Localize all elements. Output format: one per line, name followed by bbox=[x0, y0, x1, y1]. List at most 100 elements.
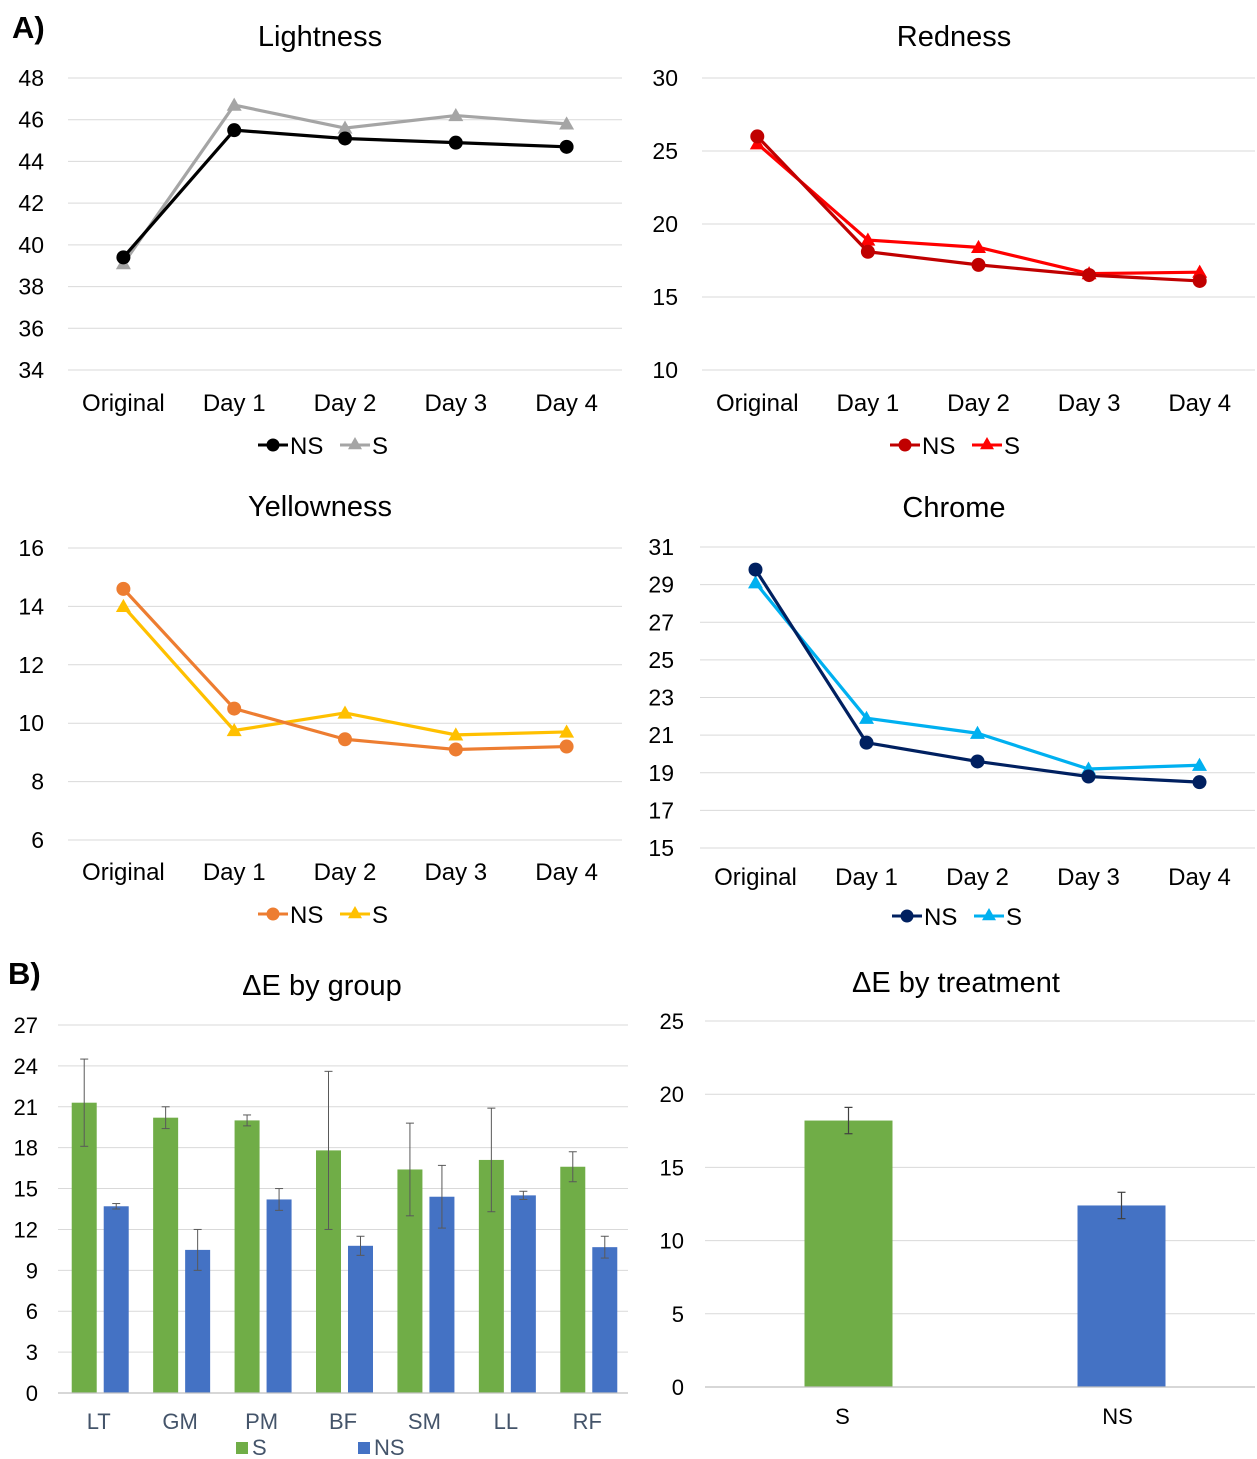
y-tick-label: 15 bbox=[648, 835, 674, 861]
series-line-NS bbox=[754, 568, 1200, 784]
y-tick-label: 27 bbox=[648, 609, 674, 635]
y-tick-label: 48 bbox=[18, 65, 44, 91]
y-tick-label: 36 bbox=[18, 315, 44, 341]
y-tick-label: 25 bbox=[652, 138, 678, 164]
legend-marker-NS bbox=[266, 907, 280, 921]
bar-NS bbox=[348, 1245, 373, 1393]
bar-NS bbox=[266, 1199, 292, 1393]
x-tick-label: SM bbox=[408, 1409, 441, 1434]
y-tick-label: 8 bbox=[31, 769, 44, 795]
y-tick-label: 34 bbox=[18, 357, 44, 383]
data-point-S bbox=[448, 727, 464, 741]
y-tick-label: 20 bbox=[652, 211, 678, 237]
series-line-NS bbox=[122, 128, 567, 259]
y-tick-label: 10 bbox=[660, 1229, 684, 1254]
bar-S bbox=[71, 1102, 97, 1393]
y-tick-label: 12 bbox=[18, 652, 44, 678]
data-point-NS bbox=[860, 244, 875, 259]
y-tick-label: 42 bbox=[18, 190, 44, 216]
y-tick-label: 21 bbox=[648, 722, 674, 748]
data-point-NS bbox=[227, 701, 242, 716]
data-point-NS bbox=[448, 135, 463, 150]
data-point-S bbox=[115, 598, 131, 613]
y-tick-label: 25 bbox=[648, 647, 674, 673]
data-point-NS bbox=[859, 735, 874, 750]
data-point-NS bbox=[559, 739, 574, 754]
bar-NS bbox=[185, 1249, 211, 1393]
y-tick-label: 15 bbox=[660, 1155, 684, 1180]
legend-marker-NS bbox=[266, 438, 280, 452]
data-point-S bbox=[226, 97, 242, 111]
x-tick-label: Day 4 bbox=[1168, 864, 1231, 891]
data-point-S bbox=[860, 232, 876, 246]
bar-S bbox=[560, 1166, 586, 1393]
legend-label-NS: NS bbox=[290, 433, 323, 460]
chart-de_group: ΔE by group 0 3 6 9 12 15 18 21 24 27 LT GM PM BF SM LL R… bbox=[14, 970, 628, 1459]
data-point-NS bbox=[748, 562, 763, 577]
series-line-S bbox=[756, 142, 1200, 276]
series-line-NS bbox=[122, 587, 567, 752]
y-tick-label: 29 bbox=[648, 572, 674, 598]
y-tick-label: 20 bbox=[660, 1082, 684, 1107]
y-tick-label: 25 bbox=[660, 1009, 684, 1034]
legend-label-NS: NS bbox=[924, 904, 957, 931]
data-point-S bbox=[226, 723, 242, 737]
x-tick-label: Day 4 bbox=[535, 859, 598, 886]
bar-S bbox=[153, 1117, 179, 1393]
bar-S bbox=[804, 1120, 893, 1387]
legend-marker-S bbox=[982, 908, 996, 921]
data-point-NS bbox=[338, 131, 352, 146]
x-tick-label: Day 2 bbox=[946, 864, 1009, 891]
y-tick-label: 0 bbox=[672, 1375, 684, 1400]
legend-label-S: S bbox=[1004, 433, 1020, 460]
legend-label-S: S bbox=[1006, 904, 1022, 931]
y-tick-label: 16 bbox=[18, 535, 44, 561]
chart-yellowness: Yellowness 6 8 10 12 14 16 Original Day 1 Day 2 Da… bbox=[18, 491, 622, 929]
x-tick-label: NS bbox=[1102, 1404, 1133, 1429]
y-tick-label: 6 bbox=[31, 827, 44, 853]
y-tick-label: 10 bbox=[18, 710, 44, 736]
legend-marker-NS bbox=[898, 438, 912, 452]
y-tick-label: 9 bbox=[26, 1258, 38, 1283]
bar-NS bbox=[1077, 1205, 1166, 1387]
data-point-NS bbox=[1082, 268, 1097, 283]
legend-label-S: S bbox=[372, 433, 388, 460]
legend-marker-NS bbox=[900, 909, 914, 923]
x-tick-label: S bbox=[835, 1404, 850, 1429]
chart-lightness: Lightness 34 36 38 40 42 44 46 48 Original Day 1 Da… bbox=[18, 21, 622, 460]
data-point-S bbox=[337, 705, 353, 719]
x-tick-label: Day 1 bbox=[835, 864, 898, 891]
y-tick-label: 23 bbox=[648, 685, 674, 711]
data-point-NS bbox=[971, 257, 986, 272]
data-point-S bbox=[748, 575, 763, 589]
y-tick-label: 30 bbox=[652, 65, 678, 91]
x-tick-label: Original bbox=[714, 864, 797, 891]
y-tick-label: 38 bbox=[18, 274, 44, 300]
data-point-S bbox=[970, 725, 985, 739]
x-tick-label: Day 3 bbox=[424, 390, 487, 417]
bar-S bbox=[234, 1120, 260, 1393]
chart-redness: Redness 10 15 20 25 30 Original Day 1 Day 2 Day 3… bbox=[652, 21, 1255, 460]
data-point-NS bbox=[338, 732, 352, 747]
data-point-NS bbox=[559, 139, 574, 154]
x-tick-label: Day 3 bbox=[1058, 390, 1121, 417]
legend-marker-S bbox=[348, 437, 362, 450]
x-tick-label: Day 2 bbox=[314, 859, 377, 886]
legend-marker-S bbox=[348, 906, 362, 919]
y-tick-label: 27 bbox=[14, 1013, 38, 1038]
legend-swatch-NS bbox=[358, 1442, 370, 1454]
chart-title: ΔE by treatment bbox=[852, 967, 1060, 999]
y-tick-label: 12 bbox=[14, 1217, 38, 1242]
x-tick-label: BF bbox=[329, 1409, 357, 1434]
legend-label-NS: NS bbox=[922, 433, 955, 460]
x-tick-label: Original bbox=[716, 390, 799, 417]
x-tick-label: PM bbox=[245, 1409, 278, 1434]
chart-title: Lightness bbox=[258, 21, 382, 53]
data-point-NS bbox=[1192, 775, 1207, 790]
x-tick-label: GM bbox=[162, 1409, 197, 1434]
data-point-S bbox=[448, 108, 464, 122]
bar-NS bbox=[592, 1247, 618, 1393]
data-point-S bbox=[859, 710, 874, 724]
y-tick-label: 46 bbox=[18, 107, 44, 133]
